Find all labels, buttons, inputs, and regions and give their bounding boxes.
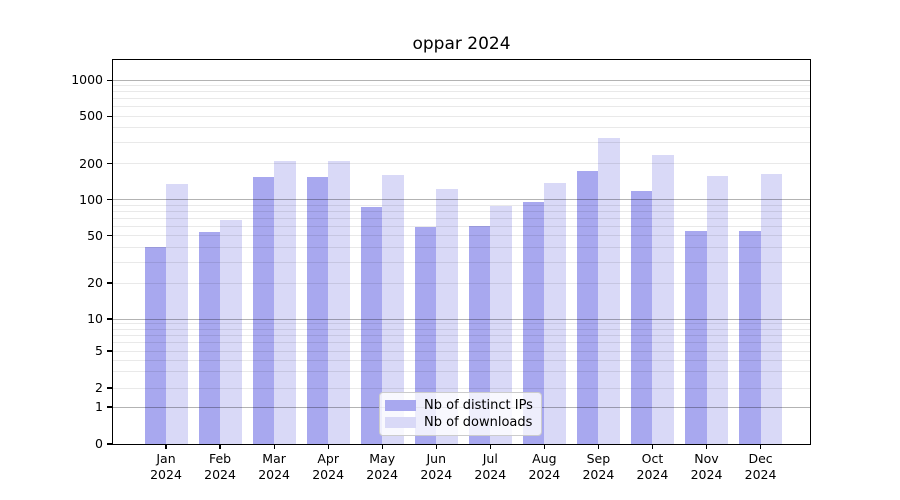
- gridline: [113, 106, 810, 108]
- x-tick-mark: [651, 444, 654, 449]
- gridline: [113, 204, 810, 206]
- x-tick-mark: [165, 444, 167, 449]
- x-tick-label: Oct 2024: [636, 451, 669, 482]
- x-tick-mark: [759, 444, 762, 449]
- bar-downloads-nov: [706, 176, 728, 444]
- legend-swatch-downloads: [385, 417, 416, 428]
- x-tick-mark: [327, 444, 329, 449]
- x-tick-label: Apr 2024: [312, 451, 345, 482]
- x-tick-mark: [705, 444, 708, 449]
- gridline: [113, 127, 810, 129]
- bar-downloads-jun: [436, 188, 458, 444]
- gridline: [113, 85, 810, 87]
- x-tick-mark: [273, 444, 275, 449]
- legend: Nb of distinct IPs Nb of downloads: [379, 392, 542, 436]
- bar-downloads-dec: [760, 174, 783, 444]
- gridline: [113, 282, 810, 284]
- x-tick-label: Dec 2024: [744, 451, 777, 482]
- y-tick-label: 2: [95, 380, 103, 395]
- x-tick-label: Nov 2024: [690, 451, 723, 482]
- x-tick-mark: [543, 444, 546, 449]
- x-tick-label: Jul 2024: [474, 451, 507, 482]
- bar-downloads-feb: [220, 219, 242, 444]
- gridline: [113, 225, 810, 227]
- gridline: [113, 246, 810, 248]
- bar-distinct-ips-jul: [468, 226, 491, 444]
- x-tick-label: Jun 2024: [420, 451, 453, 482]
- bar-distinct-ips-may: [360, 206, 383, 444]
- legend-item-downloads: Nb of downloads: [385, 415, 533, 430]
- y-tick-label: 1: [95, 399, 103, 414]
- gridline: [113, 210, 810, 212]
- bars-layer: [113, 60, 810, 444]
- legend-label-downloads: Nb of downloads: [424, 415, 533, 430]
- gridline: [113, 342, 810, 344]
- gridline: [113, 328, 810, 330]
- x-tick-label: Jan 2024: [150, 451, 182, 482]
- bar-distinct-ips-apr: [306, 176, 329, 444]
- gridline: [113, 98, 810, 100]
- chart-title: oppar 2024: [412, 34, 511, 54]
- y-tick-label: 200: [79, 155, 103, 171]
- gridline: [113, 115, 810, 117]
- gridline: [113, 217, 810, 219]
- bar-downloads-may: [382, 175, 404, 444]
- bar-distinct-ips-nov: [685, 230, 707, 444]
- y-tick-label: 500: [79, 108, 103, 124]
- y-tick-label: 1000: [71, 72, 103, 88]
- bar-downloads-jul: [490, 205, 512, 444]
- gridline: [113, 359, 810, 361]
- bar-downloads-oct: [652, 154, 674, 444]
- bar-downloads-aug: [544, 183, 566, 444]
- gridline: [113, 371, 810, 373]
- x-tick-label: Sep 2024: [582, 451, 615, 482]
- gridline: [113, 318, 810, 320]
- y-tick-label: 0: [95, 436, 103, 451]
- legend-item-distinct-ips: Nb of distinct IPs: [385, 398, 533, 413]
- bar-downloads-jan: [166, 184, 188, 444]
- y-tick-label: 5: [95, 343, 103, 358]
- bar-downloads-mar: [274, 161, 296, 444]
- gridline: [113, 79, 810, 81]
- plot-area: Nb of distinct IPs Nb of downloads: [112, 59, 811, 445]
- x-tick-mark: [489, 444, 491, 449]
- gridline: [113, 261, 810, 263]
- bar-distinct-ips-mar: [252, 176, 275, 444]
- bar-distinct-ips-feb: [198, 231, 221, 444]
- x-tick-mark: [381, 444, 383, 449]
- gridline: [113, 91, 810, 93]
- y-tick-label: 100: [79, 191, 103, 207]
- gridline: [113, 334, 810, 336]
- bar-downloads-apr: [328, 161, 350, 444]
- x-tick-label: Mar 2024: [258, 451, 290, 482]
- bar-distinct-ips-sep: [576, 171, 599, 444]
- gridline: [113, 163, 810, 165]
- legend-swatch-distinct-ips: [385, 400, 416, 411]
- bar-downloads-sep: [598, 137, 620, 444]
- y-tick-label: 50: [87, 227, 103, 243]
- gridline: [113, 235, 810, 237]
- gridline: [113, 323, 810, 325]
- legend-label-distinct-ips: Nb of distinct IPs: [424, 398, 533, 413]
- x-tick-mark: [597, 444, 600, 449]
- x-tick-mark: [219, 444, 221, 449]
- x-tick-mark: [435, 444, 437, 449]
- x-tick-label: Feb 2024: [204, 451, 236, 482]
- bar-distinct-ips-aug: [522, 201, 545, 444]
- x-tick-label: May 2024: [366, 451, 399, 482]
- bar-distinct-ips-jun: [414, 227, 437, 444]
- y-tick-label: 20: [87, 275, 103, 291]
- grid-layer: [113, 60, 810, 444]
- bar-distinct-ips-dec: [739, 230, 761, 444]
- y-tick-label: 10: [87, 311, 103, 326]
- gridline: [113, 387, 810, 389]
- gridline: [113, 199, 810, 201]
- gridline: [113, 142, 810, 144]
- x-tick-label: Aug 2024: [528, 451, 561, 482]
- bar-distinct-ips-jan: [144, 247, 166, 444]
- bar-distinct-ips-oct: [630, 191, 653, 444]
- gridline: [113, 350, 810, 352]
